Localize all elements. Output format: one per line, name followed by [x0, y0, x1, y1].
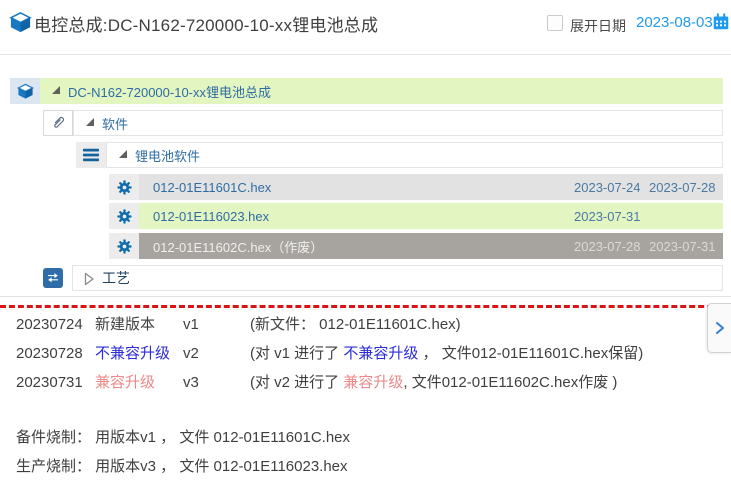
history-date: 20230728	[16, 345, 83, 362]
gear-icon	[109, 203, 139, 229]
tree-row-battery-software[interactable]: 锂电池软件	[0, 142, 731, 168]
tree-node-label[interactable]: 012-01E11601C.hex	[153, 179, 272, 195]
cube-icon	[9, 11, 32, 34]
history-version: v1	[183, 316, 199, 333]
calendar-icon[interactable]	[711, 12, 731, 32]
tree-node-label[interactable]: 012-01E11602C.hex（作废）	[153, 239, 324, 255]
end-date: 2023-07-28	[649, 179, 716, 195]
history-version: v3	[183, 374, 199, 391]
tree-node-label[interactable]: 工艺	[102, 270, 130, 286]
tree-row-process[interactable]: 工艺	[0, 265, 731, 291]
expander-expanded-icon[interactable]	[52, 86, 60, 94]
chevron-right-icon	[712, 319, 728, 337]
cube-icon	[10, 78, 40, 104]
paperclip-icon	[43, 110, 73, 136]
process-icon	[43, 268, 63, 288]
date-range: 2023-07-24 2023-07-28	[574, 174, 716, 200]
tree-node-label[interactable]: 012-01E116023.hex	[153, 208, 270, 224]
expander-expanded-icon[interactable]	[86, 118, 94, 126]
history-row-v1: 20230724 新建版本 v1 (新文件： 012-01E11601C.hex…	[16, 315, 461, 335]
history-date: 20230731	[16, 374, 83, 391]
expander-collapsed-icon[interactable]	[83, 272, 95, 286]
tree-row-software-group[interactable]: 软件	[0, 110, 731, 136]
gear-icon	[109, 233, 139, 259]
red-dashed-separator	[0, 305, 731, 308]
tree-node-label[interactable]: 锂电池软件	[135, 148, 201, 164]
history-action: 不兼容升级	[95, 345, 171, 362]
end-date: 2023-07-31	[649, 238, 716, 254]
tree-row-file-11602c-obsolete[interactable]: 012-01E11602C.hex（作废） 2023-07-28 2023-07…	[0, 233, 731, 259]
tree-row-file-11601c[interactable]: 012-01E11601C.hex 2023-07-24 2023-07-28	[0, 174, 731, 200]
date-range: 2023-07-28 2023-07-31	[574, 233, 716, 259]
start-date: 2023-07-31	[574, 208, 641, 224]
gear-icon	[109, 174, 139, 200]
spare-burn-note: 备件烧制： 用版本v1 ， 文件 012-01E11601C.hex	[16, 429, 351, 446]
tree-row-file-116023[interactable]: 012-01E116023.hex 2023-07-31	[0, 203, 731, 229]
history-version: v2	[183, 345, 199, 362]
history-note: (新文件： 012-01E11601C.hex)	[250, 316, 461, 333]
history-row-v3: 20230731 兼容升级 v3 (对 v2 进行了 兼容升级, 文件012-0…	[16, 373, 617, 393]
start-date: 2023-07-24	[574, 179, 641, 195]
history-action: 新建版本	[95, 316, 156, 333]
divider	[0, 296, 731, 297]
menu-icon	[76, 142, 106, 168]
production-burn-note: 生产烧制： 用版本v3 ， 文件 012-01E116023.hex	[16, 458, 348, 475]
expand-panel-button[interactable]	[707, 303, 731, 353]
tree-node-label[interactable]: 软件	[102, 116, 129, 132]
history-action: 兼容升级	[95, 374, 156, 391]
tree-row-assembly[interactable]: DC-N162-720000-10-xx锂电池总成	[0, 78, 731, 104]
expand-date-checkbox[interactable]	[547, 15, 563, 31]
history-row-v2: 20230728 不兼容升级 v2 (对 v1 进行了 不兼容升级 ， 文件01…	[16, 344, 643, 364]
expand-date-label: 展开日期	[570, 18, 626, 34]
date-picker-value[interactable]: 2023-08-03	[636, 14, 713, 31]
history-date: 20230724	[16, 316, 83, 333]
date-range: 2023-07-31	[574, 203, 715, 229]
expander-expanded-icon[interactable]	[119, 150, 127, 158]
page-title: 电控总成:DC-N162-720000-10-xx锂电池总成	[34, 16, 379, 35]
tree-node-label[interactable]: DC-N162-720000-10-xx锂电池总成	[68, 84, 272, 100]
divider	[0, 54, 731, 55]
history-note: (对 v1 进行了 不兼容升级 ， 文件012-01E11601C.hex保留)	[250, 345, 644, 362]
start-date: 2023-07-28	[574, 238, 641, 254]
history-note: (对 v2 进行了 兼容升级, 文件012-01E11602C.hex作废 )	[250, 374, 618, 391]
